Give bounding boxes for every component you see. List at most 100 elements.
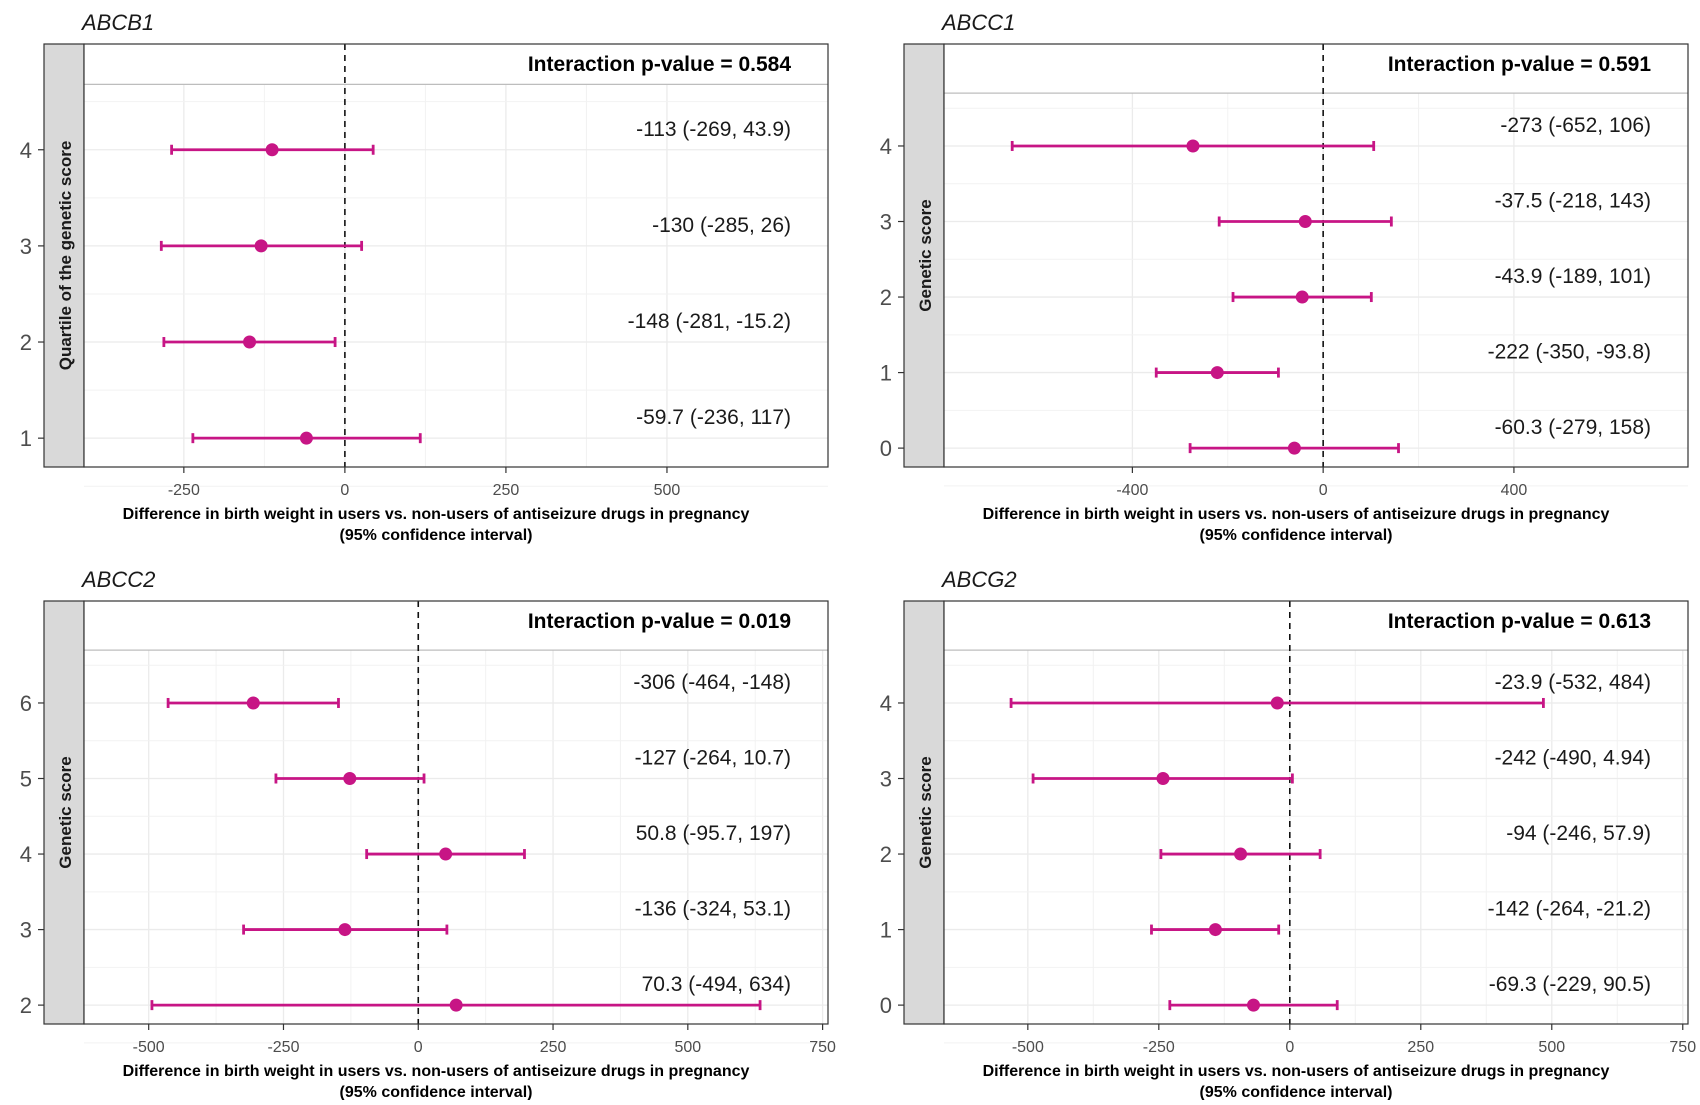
header-band (84, 601, 828, 651)
point-estimate (1298, 215, 1312, 229)
x-axis-label-ci: (95% confidence interval) (1200, 527, 1393, 544)
x-tick-label: 250 (540, 1039, 567, 1056)
estimate-row: -23.9 (-532, 484) (1009, 671, 1651, 710)
panel-abcg2: ABCG2 Genetic score Interaction p-value = … (880, 567, 1696, 1101)
x-tick-label: -500 (133, 1039, 165, 1056)
y-tick-label: 0 (880, 993, 892, 1018)
y-tick-label: 4 (20, 138, 32, 163)
estimate-row: -306 (-464, -148) (166, 671, 791, 710)
estimate-row: -113 (-269, 43.9) (170, 118, 791, 157)
y-tick-label: 3 (20, 918, 32, 943)
side-strip (903, 43, 945, 468)
header-band (944, 601, 1688, 651)
y-tick-label: 2 (20, 330, 32, 355)
x-axis-label: Difference in birth weight in users vs. … (123, 1063, 750, 1080)
x-tick-label: 0 (1319, 482, 1328, 499)
x-tick-label: -250 (168, 482, 200, 499)
estimate-row: -37.5 (-218, 143) (1217, 190, 1651, 229)
y-tick-label: 4 (880, 691, 892, 716)
estimate-row: -69.3 (-229, 90.5) (1168, 973, 1651, 1012)
point-estimate (246, 696, 260, 710)
interaction-p-value: Interaction p-value = 0.584 (528, 53, 792, 76)
x-tick-label: 500 (1538, 1039, 1565, 1056)
estimate-label: -94 (-246, 57.9) (1506, 822, 1651, 845)
estimate-label: -130 (-285, 26) (652, 214, 791, 237)
x-axis-label-ci: (95% confidence interval) (340, 1084, 533, 1100)
y-tick-label: 2 (880, 285, 892, 310)
x-tick-label: 500 (674, 1039, 701, 1056)
estimate-row: -148 (-281, -15.2) (162, 310, 791, 349)
estimate-label: -23.9 (-532, 484) (1495, 671, 1651, 694)
plot-background (84, 44, 828, 467)
estimate-row: 50.8 (-95.7, 197) (365, 822, 791, 861)
point-estimate (1210, 366, 1224, 380)
y-tick-label: 4 (880, 134, 892, 159)
x-axis-label: Difference in birth weight in users vs. … (983, 506, 1610, 523)
point-estimate (1246, 998, 1260, 1012)
y-tick-label: 3 (880, 767, 892, 792)
y-tick-label: 1 (880, 918, 892, 943)
interaction-p-value: Interaction p-value = 0.613 (1388, 610, 1651, 633)
estimate-row: 70.3 (-494, 634) (150, 973, 791, 1012)
point-estimate (1186, 139, 1200, 153)
x-axis-label-ci: (95% confidence interval) (1200, 1084, 1393, 1100)
side-strip (43, 43, 85, 468)
x-tick-label: 0 (1285, 1039, 1294, 1056)
estimate-label: -222 (-350, -93.8) (1488, 341, 1651, 364)
estimate-label: -59.7 (-236, 117) (636, 406, 791, 429)
y-tick-label: 3 (880, 210, 892, 235)
x-tick-label: -500 (1012, 1039, 1044, 1056)
estimate-label: 70.3 (-494, 634) (642, 973, 791, 996)
y-tick-label: 2 (880, 842, 892, 867)
x-tick-label: 500 (654, 482, 681, 499)
estimate-label: -127 (-264, 10.7) (635, 747, 791, 770)
estimate-row: -127 (-264, 10.7) (274, 747, 791, 786)
x-tick-label: -250 (1143, 1039, 1175, 1056)
point-estimate (439, 847, 453, 861)
point-estimate (449, 998, 463, 1012)
point-estimate (343, 772, 357, 786)
estimate-row: -242 (-490, 4.94) (1031, 747, 1651, 786)
estimate-label: -148 (-281, -15.2) (628, 310, 791, 333)
y-tick-label: 1 (20, 426, 32, 451)
point-estimate (265, 143, 279, 157)
plot-border (943, 600, 1689, 1025)
estimate-row: -60.3 (-279, 158) (1188, 416, 1651, 455)
panel-title: ABCC1 (940, 10, 1015, 35)
x-tick-label: 0 (340, 482, 349, 499)
point-estimate (1156, 772, 1170, 786)
header-band (84, 44, 828, 85)
estimate-label: -69.3 (-229, 90.5) (1489, 973, 1651, 996)
panel-abcb1: ABCB1 Quartile of the genetic score Intera… (20, 10, 829, 544)
estimate-label: -242 (-490, 4.94) (1495, 747, 1651, 770)
y-tick-label: 4 (20, 842, 32, 867)
point-estimate (1287, 441, 1301, 455)
x-tick-label: 750 (809, 1039, 836, 1056)
x-axis-label-ci: (95% confidence interval) (340, 527, 533, 544)
strip-label: Genetic score (916, 199, 935, 311)
point-estimate (1234, 847, 1248, 861)
plot-background (944, 601, 1688, 1024)
point-estimate (338, 923, 352, 937)
estimate-label: -142 (-264, -21.2) (1488, 898, 1651, 921)
estimate-label: -136 (-324, 53.1) (635, 898, 791, 921)
side-strip (43, 600, 85, 1025)
interaction-p-value: Interaction p-value = 0.019 (528, 610, 791, 633)
y-tick-label: 1 (880, 361, 892, 386)
panel-abcc1: ABCC1 Genetic score Interaction p-value = … (880, 10, 1689, 544)
estimate-row: -59.7 (-236, 117) (191, 406, 791, 445)
estimate-label: -43.9 (-189, 101) (1495, 265, 1651, 288)
plot-border (943, 43, 1689, 468)
strip-label: Genetic score (56, 756, 75, 868)
x-axis-label: Difference in birth weight in users vs. … (983, 1063, 1610, 1080)
plot-border (83, 43, 829, 468)
estimate-label: -60.3 (-279, 158) (1495, 416, 1651, 439)
x-axis-label: Difference in birth weight in users vs. … (123, 506, 750, 523)
estimate-row: -136 (-324, 53.1) (242, 898, 791, 937)
point-estimate (1295, 290, 1309, 304)
point-estimate (299, 431, 313, 445)
x-tick-label: 250 (493, 482, 520, 499)
strip-label: Genetic score (916, 756, 935, 868)
